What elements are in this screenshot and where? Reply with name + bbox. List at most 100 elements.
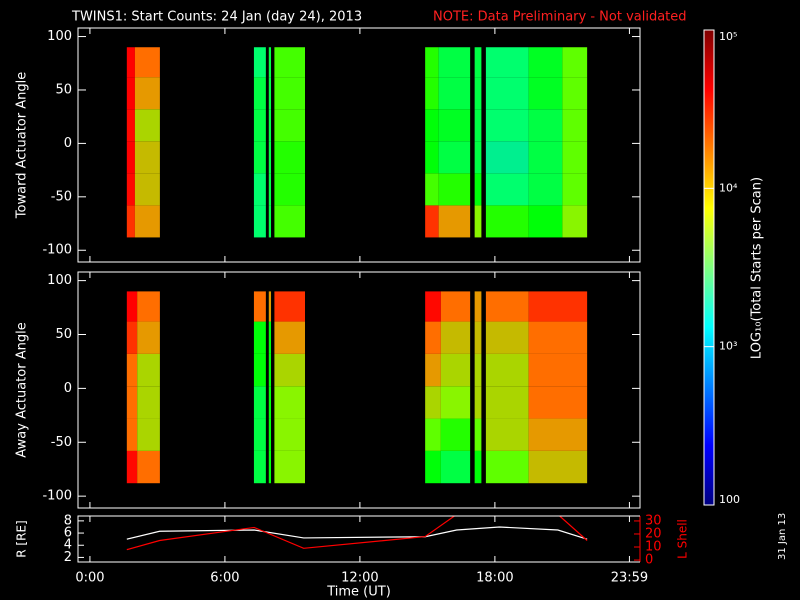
heatmap-cell	[425, 173, 439, 206]
heatmap-cell	[528, 47, 563, 78]
heatmap-cell	[253, 450, 266, 484]
heatmap-cell	[440, 291, 471, 322]
y-tick-label: 2	[64, 550, 72, 565]
heatmap-cell	[274, 47, 306, 78]
heatmap-cell	[562, 205, 588, 238]
heatmap-cell	[126, 386, 138, 419]
y2-tick-label: 0	[645, 553, 653, 568]
heatmap-cell	[126, 418, 138, 451]
heatmap-cell	[485, 109, 529, 142]
heatmap-cell	[562, 47, 588, 78]
heatmap-cell	[485, 418, 529, 451]
heatmap-cell	[485, 353, 529, 387]
y-tick-label: 4	[64, 538, 72, 553]
y-axis-label: Away Actuator Angle	[15, 322, 30, 457]
heatmap-cell	[126, 450, 138, 484]
colorbar-label: LOG₁₀(Total Starts per Scan)	[750, 177, 765, 359]
heatmap-cell	[528, 205, 563, 238]
heatmap-cell	[134, 141, 160, 174]
heatmap-cell	[126, 205, 135, 238]
heatmap-cell	[274, 205, 306, 238]
heatmap-cell	[425, 47, 439, 78]
heatmap-cell	[253, 173, 266, 206]
heatmap-cell	[528, 141, 563, 174]
heatmap-cell	[268, 450, 272, 484]
heatmap-cell	[562, 109, 588, 142]
y-tick-label: 50	[55, 327, 72, 342]
plot-frame	[77, 271, 641, 509]
colorbar-tick-label: 10⁴	[719, 181, 738, 194]
heatmap-cell	[425, 450, 441, 484]
heatmap-cell	[562, 77, 588, 110]
heatmap-cell	[137, 386, 160, 419]
heatmap-cell	[253, 291, 266, 322]
heatmap-cell	[137, 418, 160, 451]
heatmap-cell	[137, 353, 160, 387]
heatmap-cell	[485, 205, 529, 238]
heatmap-cell	[440, 353, 471, 387]
heatmap-cell	[253, 77, 266, 110]
heatmap-cell	[268, 141, 272, 174]
colorbar-tick-label: 100	[719, 493, 740, 506]
heatmap-cell	[474, 205, 482, 238]
heatmap-cell	[440, 418, 471, 451]
x-tick-label: 6:00	[210, 571, 239, 586]
heatmap-cell	[253, 353, 266, 387]
heatmap-cell	[134, 173, 160, 206]
heatmap-cell	[253, 109, 266, 142]
y2-tick-label: 20	[645, 526, 662, 541]
heatmap-cell	[438, 205, 471, 238]
y-tick-label: 100	[47, 273, 72, 288]
heatmap-cell	[438, 173, 471, 206]
y2-axis-label: L Shell	[676, 519, 690, 559]
heatmap-cell	[137, 291, 160, 322]
heatmap-cell	[485, 77, 529, 110]
heatmap-cell	[485, 47, 529, 78]
heatmap-cell	[253, 418, 266, 451]
heatmap-cell	[134, 205, 160, 238]
heatmap-cell	[474, 47, 482, 78]
x-tick-label: 12:00	[341, 571, 378, 586]
heatmap-cell	[528, 173, 563, 206]
heatmap-cell	[438, 77, 471, 110]
y-axis-label: R [RE]	[15, 520, 29, 557]
y-tick-label: 6	[64, 526, 72, 541]
colorbar-tick-label: 10³	[719, 340, 737, 353]
heatmap-cell	[274, 141, 306, 174]
heatmap-cell	[268, 291, 272, 322]
x-tick-label: 23:59	[611, 571, 648, 586]
colorbar	[703, 29, 715, 506]
heatmap-cell	[425, 141, 439, 174]
heatmap-cell	[274, 321, 306, 354]
heatmap-cell	[126, 109, 135, 142]
heatmap-cell	[425, 321, 441, 354]
heatmap-cell	[268, 47, 272, 78]
heatmap-cell	[485, 141, 529, 174]
heatmap-cell	[528, 109, 563, 142]
heatmap-cell	[126, 173, 135, 206]
heatmap-cell	[474, 321, 482, 354]
heatmap-cell	[474, 386, 482, 419]
heatmap-cell	[274, 291, 306, 322]
y-tick-label: -50	[51, 435, 72, 450]
y-tick-label: 50	[55, 82, 72, 97]
heatmap-cell	[274, 450, 306, 484]
heatmap-cell	[253, 205, 266, 238]
heatmap-cell	[440, 321, 471, 354]
heatmap-cell	[474, 418, 482, 451]
heatmap-cell	[425, 418, 441, 451]
heatmap-cell	[137, 321, 160, 354]
heatmap-cell	[268, 109, 272, 142]
heatmap-cell	[126, 291, 138, 322]
chart-title: TWINS1: Start Counts: 24 Jan (day 24), 2…	[71, 10, 362, 25]
heatmap-cell	[474, 141, 482, 174]
colorbar-tick-label: 10⁵	[719, 30, 737, 43]
heatmap-cell	[253, 321, 266, 354]
heatmap-cell	[485, 291, 529, 322]
heatmap-cell	[126, 47, 135, 78]
y-tick-label: -50	[51, 189, 72, 204]
heatmap-cell	[474, 109, 482, 142]
heatmap-cell	[474, 450, 482, 484]
heatmap-cell	[126, 141, 135, 174]
